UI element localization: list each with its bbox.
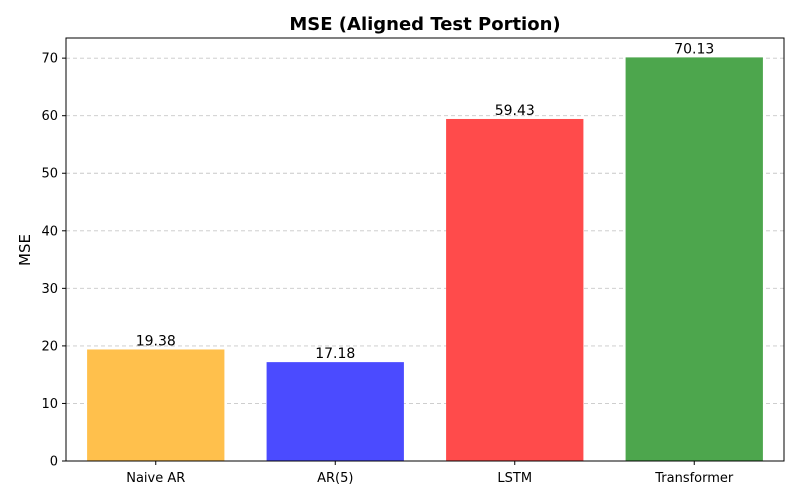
bars — [87, 57, 763, 462]
x-tick-label: Transformer — [654, 471, 734, 486]
bar-value-label: 19.38 — [136, 333, 176, 349]
y-tick-label: 70 — [41, 52, 58, 67]
bar-transformer — [625, 57, 763, 462]
y-tick-label: 0 — [50, 455, 58, 470]
bar-ar-5 — [266, 362, 404, 461]
bar-value-label: 17.18 — [315, 346, 355, 362]
plot-frame — [65, 37, 785, 462]
gridlines — [66, 57, 784, 404]
x-tick-label: LSTM — [497, 471, 532, 486]
axes: 0 10 20 30 40 50 60 70 Naive AR AR(5) LSTM Transfor… — [41, 37, 785, 486]
y-axis-label: MSE — [16, 234, 34, 266]
data-labels: 19.38 17.18 59.43 70.13 — [136, 41, 715, 362]
y-tick-label: 50 — [41, 167, 58, 182]
y-tick-label: 10 — [41, 397, 58, 412]
bar-lstm — [446, 118, 584, 461]
y-tick-label: 60 — [41, 109, 58, 124]
y-tick-label: 40 — [41, 224, 58, 239]
x-tick-label: AR(5) — [317, 471, 353, 486]
chart-title: MSE (Aligned Test Portion) — [289, 14, 560, 35]
y-tick-label: 30 — [41, 282, 58, 297]
bar-value-label: 59.43 — [495, 103, 535, 119]
bar-value-label: 70.13 — [674, 41, 714, 57]
bar-naive-ar — [87, 349, 225, 461]
y-tick-label: 20 — [41, 339, 58, 354]
x-tick-label: Naive AR — [126, 471, 185, 486]
